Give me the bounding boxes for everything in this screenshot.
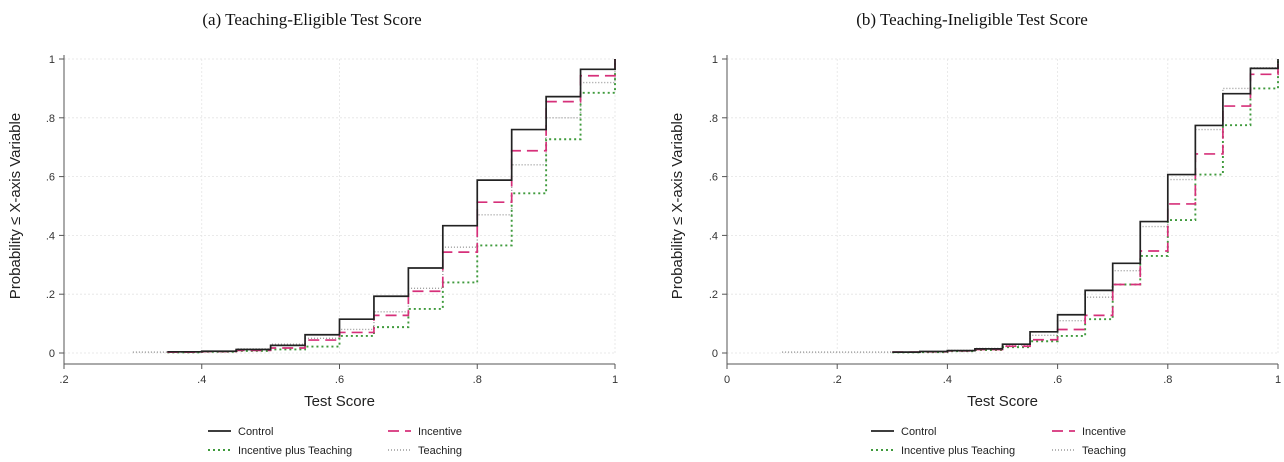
x-tick-label: .4 (197, 374, 206, 386)
x-tick-label: .2 (59, 374, 68, 386)
x-tick-label: 1 (612, 374, 618, 386)
y-tick-label: .4 (46, 230, 55, 242)
legend-label: Control (238, 426, 273, 438)
legend-label: Teaching (1082, 445, 1126, 457)
x-tick-label: .8 (473, 374, 482, 386)
series-line-incentive (167, 59, 616, 353)
y-tick-label: 0 (712, 348, 718, 360)
y-tick-label: .2 (46, 289, 55, 301)
x-tick-label: 0 (724, 374, 730, 386)
legend-b: Control Incentive Incentive plus Teaching T… (871, 426, 1126, 457)
legend-label: Incentive (1082, 426, 1126, 438)
y-tick-label: 1 (49, 54, 55, 66)
y-tick-label: .4 (709, 230, 718, 242)
y-tick-label: .6 (709, 172, 718, 184)
legend-label: Teaching (418, 445, 462, 457)
y-tick-label: .2 (709, 289, 718, 301)
chart-title: (b) Teaching-Ineligible Test Score (856, 10, 1088, 29)
legend-label: Incentive (418, 426, 462, 438)
series-line-incentive-plus-teaching (167, 59, 616, 354)
y-tick-label: 0 (49, 348, 55, 360)
y-axis-title: Probability ≤ X-axis Variable (669, 113, 686, 299)
y-tick-label: .8 (709, 113, 718, 125)
series-line-control (167, 59, 616, 353)
y-axis-title: Probability ≤ X-axis Variable (7, 113, 24, 299)
x-tick-label: .4 (943, 374, 952, 386)
legend-label: Incentive plus Teaching (901, 445, 1015, 457)
y-tick-label: 1 (712, 54, 718, 66)
x-tick-label: .2 (833, 374, 842, 386)
legend-label: Incentive plus Teaching (238, 445, 352, 457)
y-tick-label: .8 (46, 113, 55, 125)
legend-a: Control Incentive Incentive plus Teaching T… (208, 426, 462, 457)
x-tick-label: .8 (1163, 374, 1172, 386)
x-axis-title: Test Score (304, 393, 375, 410)
x-tick-label: .6 (335, 374, 344, 386)
series-line-control (892, 59, 1279, 353)
x-tick-label: .6 (1053, 374, 1062, 386)
chart-panel-a: (a) Teaching-Eligible Test Score 0 .2 .4 .6.… (7, 10, 618, 410)
chart-title: (a) Teaching-Eligible Test Score (202, 10, 421, 29)
chart-panel-b: (b) Teaching-Ineligible Test Score 0 .2 .4.… (669, 10, 1281, 410)
y-tick-label: .6 (46, 172, 55, 184)
series-line-teaching (782, 59, 1279, 353)
x-tick-label: 1 (1275, 374, 1281, 386)
legend-label: Control (901, 426, 936, 438)
x-axis-title: Test Score (967, 393, 1038, 410)
